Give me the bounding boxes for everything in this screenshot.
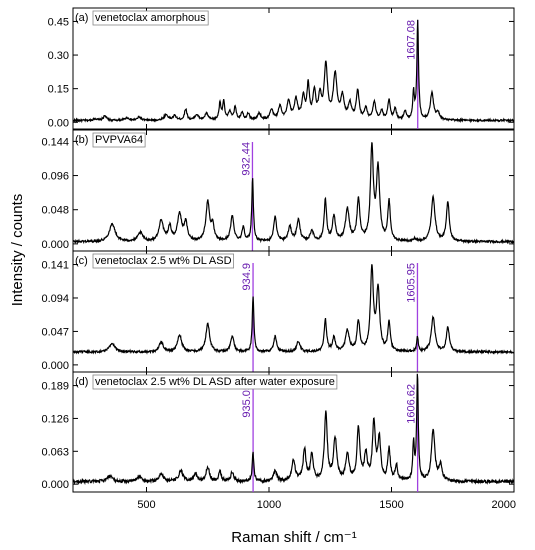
x-axis: 500 1000 1500 2000 — [137, 499, 516, 511]
panel-name-box — [92, 10, 209, 26]
peak-marker-label: 1606.62 — [406, 384, 418, 424]
x-tick-label: 1000 — [257, 499, 281, 511]
y-axis-title: Intensity / counts — [9, 194, 26, 307]
peak-marker-label: 1607.08 — [406, 20, 418, 60]
y-tick-label: 0.094 — [41, 293, 69, 305]
panel-label: (d) — [75, 376, 88, 388]
panel-2: 0.000 0.048 0.096 0.144 932.44 (b) PVPVA64 — [41, 129, 515, 252]
x-tick-label: 2000 — [492, 499, 516, 511]
peak-marker-label: 1605.95 — [405, 263, 417, 303]
panel-series-name: venetoclax amorphous — [95, 12, 206, 24]
y-tick-label: 0.45 — [48, 16, 69, 28]
y-tick-label: 0.141 — [41, 260, 69, 272]
panel-4: 0.000 0.063 0.126 0.189 935.05 1606.62 (d) vene… — [41, 371, 515, 493]
panel-frame — [72, 7, 515, 130]
panel-name-box — [92, 253, 235, 269]
y-tick-label: 0.047 — [41, 326, 69, 338]
panels: 0.00 0.15 0.30 0.45 1607.08 (a) venetoclax amo… — [41, 7, 515, 493]
panel-frame — [72, 250, 515, 373]
panel-series-name: venetoclax 2.5 wt% DL ASD after water ex… — [95, 376, 335, 388]
panel-1: 0.00 0.15 0.30 0.45 1607.08 (a) venetoclax amo… — [48, 7, 515, 130]
spectrum-line — [72, 19, 515, 124]
x-axis-title: Raman shift / cm⁻¹ — [231, 529, 356, 546]
y-tick-label: 0.126 — [41, 413, 69, 425]
x-tick-label: 500 — [137, 499, 155, 511]
panel-label: (b) — [75, 134, 88, 146]
y-tick-label: 0.048 — [41, 205, 69, 217]
peak-marker-label: 934.9 — [241, 263, 253, 291]
spectrum-line — [72, 373, 515, 486]
panel-label: (c) — [75, 255, 88, 267]
panel-name-box — [92, 132, 146, 148]
panel-label: (a) — [75, 12, 88, 24]
y-tick-label: 0.000 — [41, 479, 69, 491]
y-tick-label: 0.063 — [41, 446, 69, 458]
y-tick-label: 0.00 — [48, 117, 69, 129]
peak-marker-label: 935.05 — [241, 384, 253, 418]
y-tick-label: 0.15 — [48, 84, 69, 96]
y-tick-label: 0.096 — [41, 171, 69, 183]
y-tick-label: 0.144 — [41, 136, 69, 148]
panel-series-name: PVPVA64 — [95, 134, 143, 146]
spectrum-line — [72, 142, 515, 245]
panel-name-box — [92, 374, 338, 390]
x-tick-label: 1500 — [379, 499, 403, 511]
peak-marker-label: 932.44 — [240, 142, 252, 176]
panel-3: 0.000 0.047 0.094 0.141 934.9 1605.95 (c) venet… — [41, 250, 515, 373]
panel-series-name: venetoclax 2.5 wt% DL ASD — [95, 255, 232, 267]
y-tick-label: 0.189 — [41, 381, 69, 393]
y-tick-label: 0.000 — [41, 239, 69, 251]
y-tick-label: 0.000 — [41, 360, 69, 372]
panel-frame — [72, 371, 515, 493]
spectrum-line — [72, 264, 515, 355]
y-tick-label: 0.30 — [48, 50, 69, 62]
